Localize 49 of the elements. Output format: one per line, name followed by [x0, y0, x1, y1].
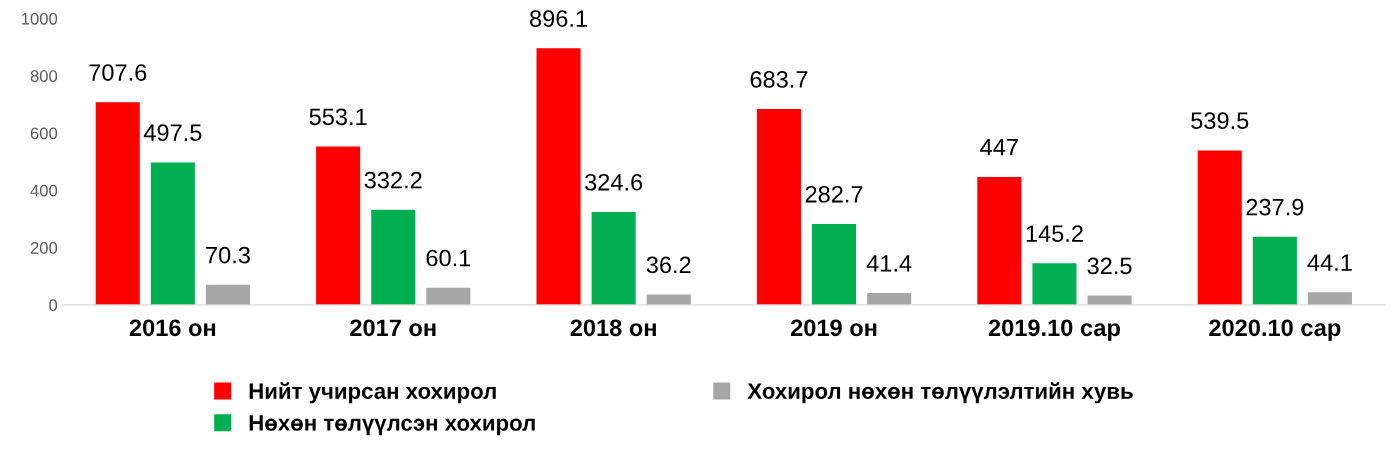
bar	[812, 223, 857, 305]
y-tick-label: 200	[30, 242, 58, 254]
y-tick-label: 1000	[21, 12, 58, 25]
bar	[591, 211, 636, 305]
x-tick-label: 2016 он	[129, 319, 216, 337]
bar	[536, 48, 581, 305]
legend-label: Хохирол нөхөн төлүүлэлтийн хувь	[747, 382, 1133, 404]
y-tick-label: 600	[30, 127, 58, 140]
x-tick-label: 2019 он	[790, 319, 877, 337]
bar	[95, 102, 140, 305]
bar	[371, 209, 416, 305]
bar	[426, 287, 471, 305]
data-label: 282.7	[805, 185, 863, 203]
data-label: 896.1	[530, 10, 587, 27]
data-label: 332.2	[364, 171, 422, 189]
bar	[1252, 236, 1297, 305]
legend-label: Нөхөн төлүүлсэн хохирол	[249, 415, 535, 436]
bar	[867, 293, 912, 305]
data-label: 447	[980, 139, 1018, 156]
data-label: 324.6	[585, 173, 643, 191]
x-tick-label: 2020.10 сар	[1209, 319, 1341, 341]
y-tick-label: 400	[30, 184, 58, 197]
data-label: 553.1	[309, 108, 367, 126]
bar	[1197, 150, 1242, 305]
data-label: 44.1	[1307, 254, 1352, 271]
data-label: 70.3	[206, 246, 250, 264]
data-label: 707.6	[89, 64, 147, 81]
data-label: 539.5	[1191, 112, 1249, 130]
bar	[150, 162, 195, 305]
data-label: 237.9	[1246, 198, 1304, 216]
data-label: 145.2	[1026, 225, 1083, 242]
bar	[977, 176, 1022, 305]
bar	[316, 146, 361, 305]
y-tick-label: 0	[49, 299, 58, 312]
bar	[1032, 263, 1077, 305]
x-tick-label: 2017 он	[350, 319, 436, 337]
bar	[756, 109, 801, 305]
data-label: 32.5	[1087, 257, 1132, 275]
legend-label: Нийт учирсан хохирол	[249, 382, 496, 404]
data-label: 683.7	[750, 71, 808, 88]
data-label: 41.4	[866, 255, 912, 272]
data-label: 497.5	[143, 124, 202, 142]
data-label: 36.2	[646, 256, 691, 274]
data-label: 60.1	[426, 249, 471, 267]
bar	[1307, 292, 1352, 305]
x-tick-label: 2019.10 сар	[988, 319, 1120, 341]
x-tick-label: 2018 он	[570, 319, 656, 337]
y-tick-label: 800	[30, 70, 58, 82]
bar	[205, 284, 250, 305]
